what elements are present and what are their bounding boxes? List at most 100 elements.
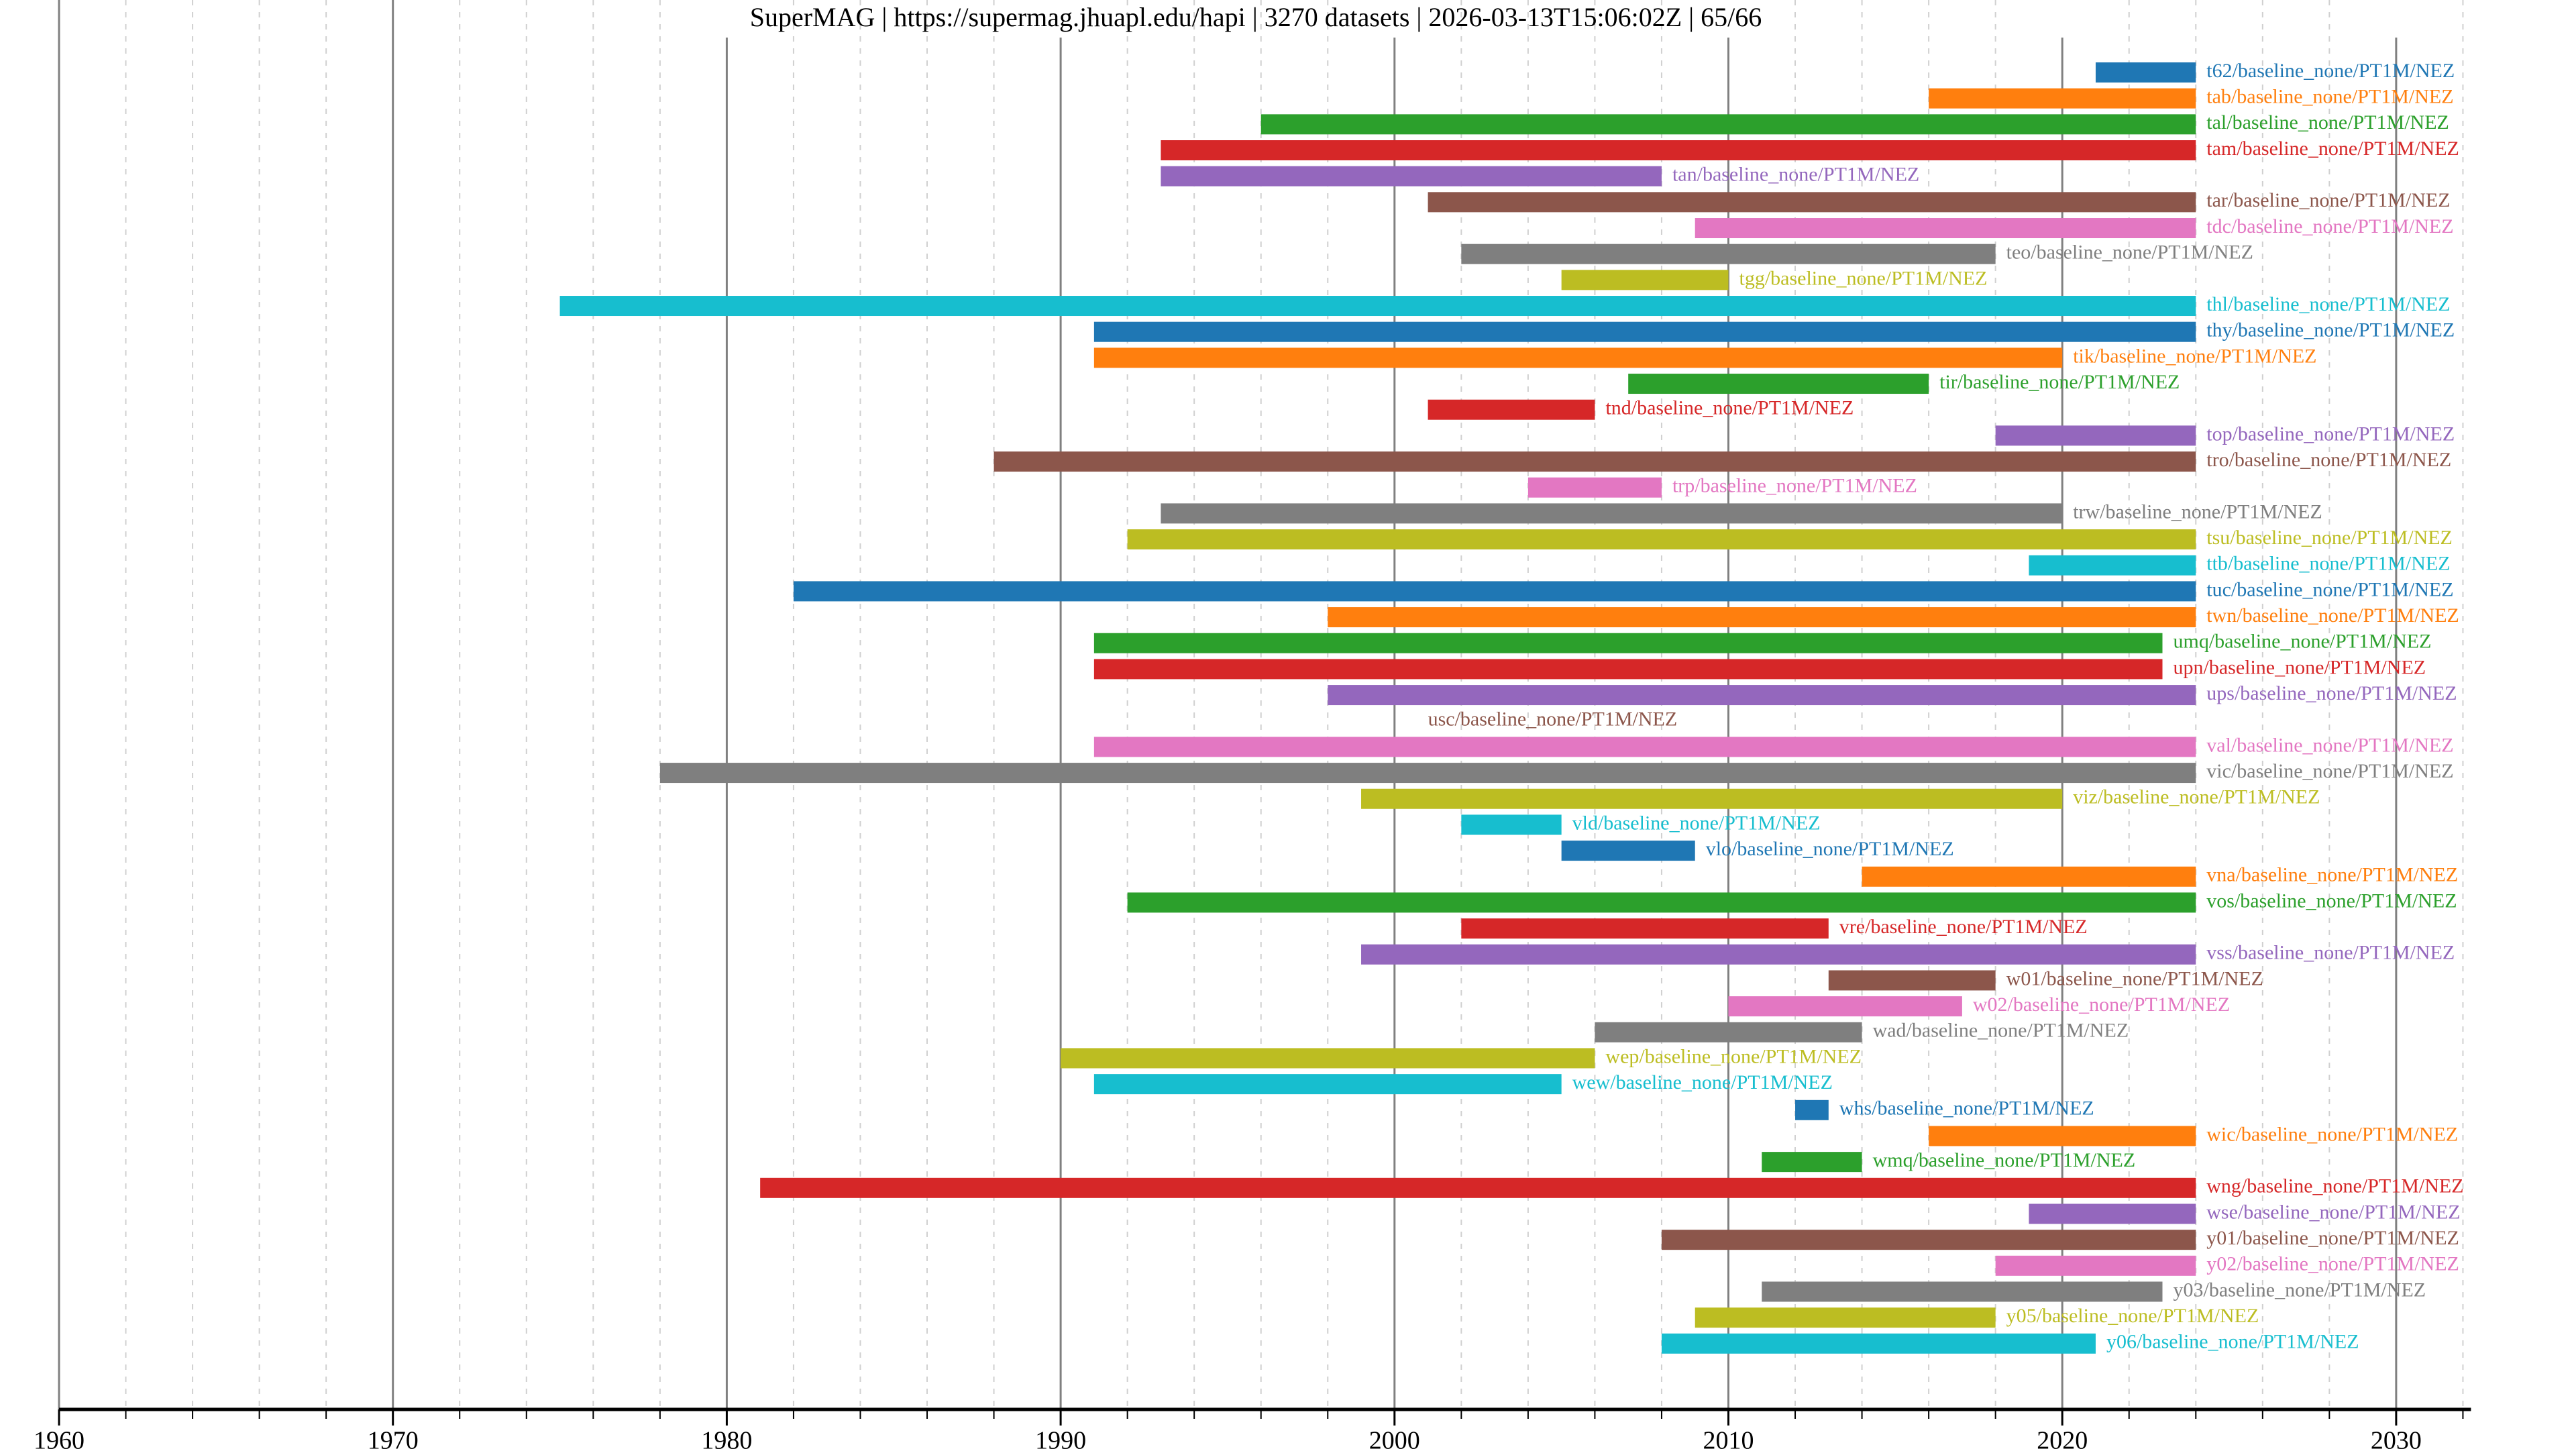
x-tick-label: 1980 [701,1427,752,1449]
dataset-bar[interactable] [1093,737,2196,757]
dataset-bar[interactable] [1762,1281,2163,1302]
dataset-bar[interactable] [1328,685,2196,706]
dataset-bar[interactable] [1093,659,2163,680]
dataset-label: y06/baseline_none/PT1M/NEZ [2106,1331,2359,1353]
dataset-label: ttb/baseline_none/PT1M/NEZ [2206,553,2450,575]
dataset-label: tal/baseline_none/PT1M/NEZ [2206,111,2449,133]
dataset-bar[interactable] [1093,347,2063,368]
dataset-bar[interactable] [1929,1126,2196,1146]
dataset-bar[interactable] [1161,503,2063,524]
dataset-label: wmq/baseline_none/PT1M/NEZ [1873,1149,2136,1171]
dataset-label: tam/baseline_none/PT1M/NEZ [2206,138,2459,160]
dataset-bar[interactable] [1527,477,1662,498]
dataset-bar[interactable] [1728,996,1962,1017]
dataset-bar[interactable] [994,451,2196,472]
x-tick-label: 2030 [2371,1427,2422,1449]
dataset-label: top/baseline_none/PT1M/NEZ [2206,423,2455,445]
dataset-label: trw/baseline_none/PT1M/NEZ [2073,500,2322,523]
dataset-bar[interactable] [1795,1099,1829,1120]
dataset-label: tro/baseline_none/PT1M/NEZ [2206,449,2451,471]
dataset-label: wew/baseline_none/PT1M/NEZ [1572,1071,1833,1093]
dataset-label: t62/baseline_none/PT1M/NEZ [2206,60,2455,82]
dataset-bar[interactable] [1093,633,2163,653]
dataset-label: twn/baseline_none/PT1M/NEZ [2206,604,2459,627]
dataset-bar[interactable] [1428,399,1595,420]
dataset-bars [559,62,2196,1354]
dataset-bar[interactable] [1260,114,2196,135]
dataset-label: tan/baseline_none/PT1M/NEZ [1672,164,1919,186]
dataset-label: vlo/baseline_none/PT1M/NEZ [1706,838,1954,860]
dataset-label: tar/baseline_none/PT1M/NEZ [2206,189,2450,211]
dataset-bar[interactable] [659,763,2196,784]
x-tick-label: 1990 [1035,1427,1086,1449]
dataset-label: tir/baseline_none/PT1M/NEZ [1939,371,2180,393]
dataset-bar[interactable] [1461,244,1996,264]
dataset-label: vld/baseline_none/PT1M/NEZ [1572,812,1821,834]
dataset-bar[interactable] [1661,1230,2196,1250]
dataset-bar[interactable] [2029,1203,2196,1224]
dataset-bar[interactable] [2029,555,2196,576]
x-tick-label: 1960 [34,1427,85,1449]
x-tick-label: 2000 [1369,1427,1420,1449]
dataset-bar[interactable] [1127,529,2196,550]
dataset-bar[interactable] [1161,140,2196,161]
dataset-bar[interactable] [1661,1333,2096,1354]
dataset-bar[interactable] [1061,1048,1595,1069]
dataset-bar[interactable] [2095,62,2196,83]
dataset-label: upn/baseline_none/PT1M/NEZ [2174,656,2426,678]
dataset-label: vna/baseline_none/PT1M/NEZ [2206,864,2458,886]
dataset-label: y03/baseline_none/PT1M/NEZ [2174,1279,2426,1301]
dataset-bar[interactable] [1361,944,2196,965]
dataset-bar[interactable] [1561,270,1729,290]
dataset-label: vic/baseline_none/PT1M/NEZ [2206,760,2453,782]
dataset-label: w02/baseline_none/PT1M/NEZ [1973,994,2230,1016]
dataset-bar[interactable] [1995,1255,2196,1276]
dataset-bar[interactable] [559,296,2196,317]
dataset-label: tab/baseline_none/PT1M/NEZ [2206,86,2453,108]
dataset-label: ups/baseline_none/PT1M/NEZ [2206,682,2457,704]
x-tick-label: 1970 [368,1427,419,1449]
x-tick-label: 2020 [2037,1427,2088,1449]
dataset-label: wic/baseline_none/PT1M/NEZ [2206,1123,2458,1145]
dataset-label: teo/baseline_none/PT1M/NEZ [2006,241,2253,264]
dataset-bar[interactable] [1695,1307,1996,1328]
dataset-bar[interactable] [760,1177,2196,1198]
dataset-label: wse/baseline_none/PT1M/NEZ [2206,1201,2460,1223]
dataset-label: vss/baseline_none/PT1M/NEZ [2206,942,2455,964]
dataset-label: tnd/baseline_none/PT1M/NEZ [1605,397,1854,419]
dataset-bar[interactable] [1093,1074,1562,1095]
dataset-bar[interactable] [1828,970,1996,991]
dataset-label: trp/baseline_none/PT1M/NEZ [1672,475,1917,497]
dataset-bar[interactable] [793,581,2196,602]
dataset-bar[interactable] [1762,1152,1862,1173]
dataset-label: viz/baseline_none/PT1M/NEZ [2073,786,2320,808]
dataset-label: whs/baseline_none/PT1M/NEZ [1839,1097,2094,1120]
dataset-bar[interactable] [1595,1022,1862,1042]
dataset-bar[interactable] [1127,892,2196,913]
x-axis: 1960 1970 1980 1990 2000 2010 2020 2030 [34,1407,2471,1449]
chart-title: SuperMAG | https://supermag.jhuapl.edu/h… [750,2,1762,32]
dataset-label: vre/baseline_none/PT1M/NEZ [1839,916,2088,938]
dataset-bar[interactable] [1695,218,2196,239]
dataset-bar[interactable] [1628,374,1929,394]
dataset-label: wep/baseline_none/PT1M/NEZ [1605,1045,1862,1067]
dataset-bar[interactable] [1161,166,1662,186]
dataset-bar[interactable] [1461,918,1829,939]
dataset-label: tsu/baseline_none/PT1M/NEZ [2206,527,2453,549]
dataset-bar[interactable] [1862,866,2196,887]
dataset-labels: t62/baseline_none/PT1M/NEZ tab/baseline_n… [1428,60,2464,1353]
dataset-bar[interactable] [1428,192,2196,213]
dataset-bar[interactable] [1461,814,1562,835]
dataset-bar[interactable] [1995,425,2196,446]
dataset-label: wng/baseline_none/PT1M/NEZ [2206,1175,2463,1197]
dataset-label: y01/baseline_none/PT1M/NEZ [2206,1227,2459,1249]
dataset-label: wad/baseline_none/PT1M/NEZ [1873,1020,2129,1042]
dataset-label: umq/baseline_none/PT1M/NEZ [2174,631,2432,653]
dataset-bar[interactable] [1929,88,2196,109]
dataset-label: val/baseline_none/PT1M/NEZ [2206,734,2453,756]
dataset-bar[interactable] [1561,841,1695,861]
dataset-bar[interactable] [1328,607,2196,628]
dataset-bar[interactable] [1093,321,2196,342]
dataset-bar[interactable] [1361,788,2063,809]
